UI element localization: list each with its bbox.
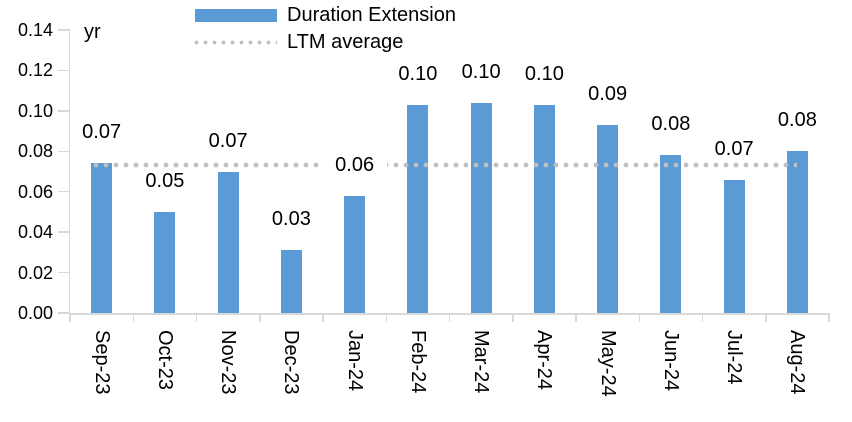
- y-axis-unit-label: yr: [84, 21, 101, 43]
- legend-swatch-ltm-average: [192, 40, 277, 45]
- bar: [786, 151, 808, 313]
- bar-data-label: 0.10: [449, 60, 514, 83]
- x-axis-label: Jan-24: [343, 330, 366, 392]
- legend-label-ltm-average: LTM average: [287, 31, 404, 53]
- bar: [533, 104, 555, 313]
- dotted-line-swatch-icon: [192, 40, 277, 45]
- bar: [470, 102, 492, 313]
- x-axis-tick: [259, 313, 261, 322]
- x-axis-tick: [512, 313, 514, 322]
- x-axis-label: Mar-24: [470, 330, 493, 394]
- x-axis-label: Feb-24: [406, 330, 429, 394]
- y-axis-tick-label: 0.14: [17, 20, 53, 40]
- bar-data-label: 0.06: [322, 153, 387, 176]
- bar-data-label: 0.08: [638, 113, 703, 136]
- x-axis-tick: [828, 313, 830, 322]
- bar: [344, 195, 366, 313]
- x-axis-tick: [385, 313, 387, 322]
- y-axis-tick-label: 0.04: [17, 222, 53, 243]
- bar-swatch-icon: [195, 9, 277, 22]
- bar-data-label: 0.08: [765, 109, 830, 132]
- x-axis-tick: [132, 313, 134, 322]
- bar: [91, 163, 113, 313]
- bar: [723, 179, 745, 313]
- x-axis-tick: [638, 313, 640, 322]
- bar-data-label: 0.07: [69, 121, 134, 144]
- x-axis-tick: [69, 313, 71, 322]
- bar: [660, 155, 682, 313]
- x-axis-label: Jul-24: [723, 330, 746, 385]
- bar-data-label: 0.07: [702, 137, 767, 160]
- ltm-average-line: [91, 162, 798, 169]
- x-axis-label: Dec-23: [280, 330, 303, 395]
- x-axis-tick: [765, 313, 767, 322]
- bar-data-label: 0.10: [385, 62, 450, 85]
- bar: [217, 171, 239, 313]
- x-axis-label: Oct-23: [153, 330, 176, 391]
- y-axis-tick: [58, 312, 70, 314]
- legend-swatch-duration-extension: [195, 9, 277, 22]
- legend-label-duration-extension: Duration Extension: [287, 4, 456, 26]
- y-axis-tick: [58, 150, 70, 153]
- y-axis-tick: [58, 110, 70, 112]
- x-axis-tick: [195, 313, 198, 322]
- bar-data-label: 0.05: [132, 169, 197, 192]
- bar: [154, 211, 176, 313]
- bar-data-label: 0.10: [512, 62, 577, 85]
- bar: [597, 125, 619, 313]
- x-axis-label: Aug-24: [786, 330, 809, 395]
- y-axis-tick: [58, 190, 70, 193]
- x-axis-tick: [322, 313, 324, 322]
- y-axis-tick-label: 0.02: [17, 262, 53, 283]
- x-axis-label: Sep-23: [90, 330, 113, 395]
- y-axis-line: [68, 30, 70, 313]
- bar: [407, 104, 429, 313]
- x-axis-tick: [575, 313, 577, 322]
- bar-data-label: 0.09: [575, 83, 640, 105]
- y-axis-tick: [58, 29, 70, 31]
- y-axis-tick-label: 0.10: [17, 100, 53, 121]
- y-axis-tick-label: 0.08: [17, 141, 53, 162]
- y-axis-tick: [58, 271, 70, 274]
- x-axis-tick: [448, 313, 451, 322]
- x-axis-label: May-24: [596, 330, 619, 397]
- x-axis-tick: [701, 313, 704, 322]
- y-axis-tick: [58, 231, 70, 233]
- x-axis-label: Jun-24: [659, 330, 682, 392]
- bar: [280, 250, 302, 313]
- x-axis-label: Apr-24: [533, 330, 556, 391]
- bar-data-label: 0.03: [259, 208, 324, 231]
- y-axis-tick-label: 0.00: [17, 303, 53, 323]
- y-axis-tick-label: 0.12: [17, 60, 53, 81]
- bar-data-label: 0.07: [196, 129, 261, 152]
- x-axis-label: Nov-23: [217, 330, 240, 395]
- y-axis-tick-label: 0.06: [17, 181, 53, 202]
- y-axis-tick: [58, 69, 70, 72]
